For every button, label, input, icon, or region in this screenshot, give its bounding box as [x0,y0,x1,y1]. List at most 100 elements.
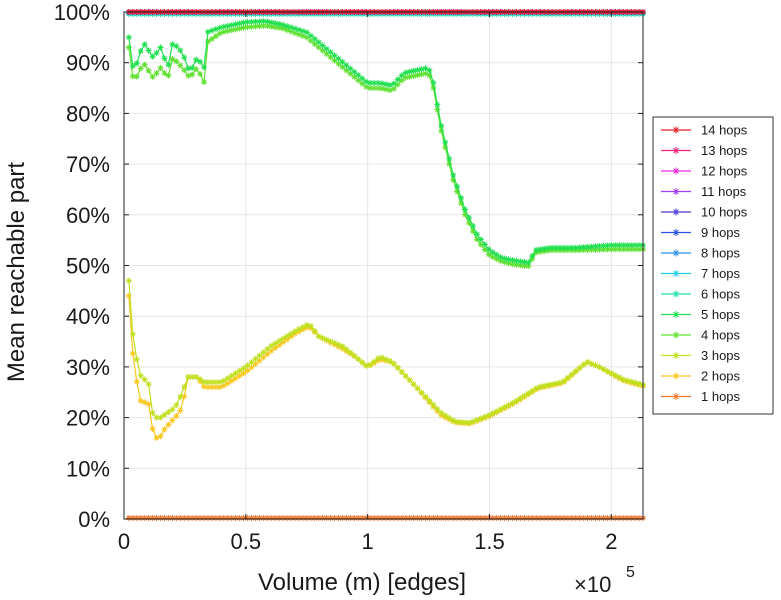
data-point [359,359,366,366]
data-point [268,19,275,26]
data-point [335,341,342,348]
data-point [173,402,180,409]
data-point [545,382,552,389]
data-point [189,374,196,381]
data-point [375,355,382,362]
data-point [513,261,520,268]
data-point [331,52,338,59]
data-point [216,514,223,521]
data-point [450,171,457,178]
data-point [632,514,639,521]
legend-entry: 12 hops [661,164,748,179]
data-point [201,514,208,521]
data-point [525,514,532,521]
legend-marker [672,290,680,298]
data-point [339,343,346,350]
data-point [272,24,279,31]
data-point [525,263,532,270]
data-point [458,194,465,201]
data-point [473,514,480,521]
data-point [430,79,437,86]
data-point [224,27,231,34]
data-point [521,392,528,399]
data-point [632,379,639,386]
data-point [533,246,540,253]
legend: 14 hops 13 hops 12 hops 11 hops 10 hops 9 hop… [652,116,774,415]
data-point [545,245,552,252]
legend-label: 5 hops [701,307,741,322]
data-point [608,370,615,377]
data-point [588,360,595,367]
data-point [509,400,516,407]
data-point [537,514,544,521]
data-point [426,67,433,74]
data-point [327,54,334,61]
data-point [129,73,136,80]
data-point [189,71,196,78]
data-point [216,24,223,31]
data-point [410,514,417,521]
data-point [137,397,144,404]
data-point [232,370,239,377]
data-point [430,84,437,91]
data-point [600,242,607,249]
data-point [537,246,544,253]
data-point [580,244,587,251]
data-point [236,372,243,379]
data-point [568,244,575,251]
data-point [592,514,599,521]
data-point [442,139,449,146]
data-point [537,383,544,390]
data-point [588,246,595,253]
data-point [232,21,239,28]
data-point [481,413,488,420]
data-point [347,349,354,356]
data-point [204,38,211,45]
data-point [212,514,219,521]
data-point [220,514,227,521]
data-point [620,376,627,383]
data-point [236,20,243,27]
legend-marker [672,167,680,175]
data-point [288,514,295,521]
data-point [145,514,152,521]
data-point [145,381,152,388]
data-point [560,514,567,521]
series-3-hops [125,277,646,426]
data-point [236,514,243,521]
data-point [367,514,374,521]
legend-label: 2 hops [701,369,741,384]
data-point [295,514,302,521]
data-point [375,85,382,92]
data-point [596,243,603,250]
data-point [410,67,417,74]
y-tick-label: 50% [66,254,110,279]
data-point [288,28,295,35]
data-point [375,79,382,86]
x-tick-label: 2 [605,529,617,554]
data-point [371,79,378,86]
legend-entry: 7 hops [661,266,741,281]
data-point [133,378,140,385]
data-point [252,514,259,521]
data-point [386,357,393,364]
data-point [351,514,358,521]
data-point [260,514,267,521]
data-point [529,387,536,394]
data-point [549,244,556,251]
data-point [323,50,330,57]
data-point [485,251,492,258]
data-point [596,364,603,371]
data-point [197,376,204,383]
legend-label: 12 hops [701,164,748,179]
data-point [592,362,599,369]
data-point [216,384,223,391]
data-point [628,514,635,521]
data-point [513,257,520,264]
data-point [311,328,318,335]
data-point [303,29,310,36]
data-point [145,47,152,54]
data-point [149,53,156,60]
data-point [493,408,500,415]
data-point [157,64,164,71]
